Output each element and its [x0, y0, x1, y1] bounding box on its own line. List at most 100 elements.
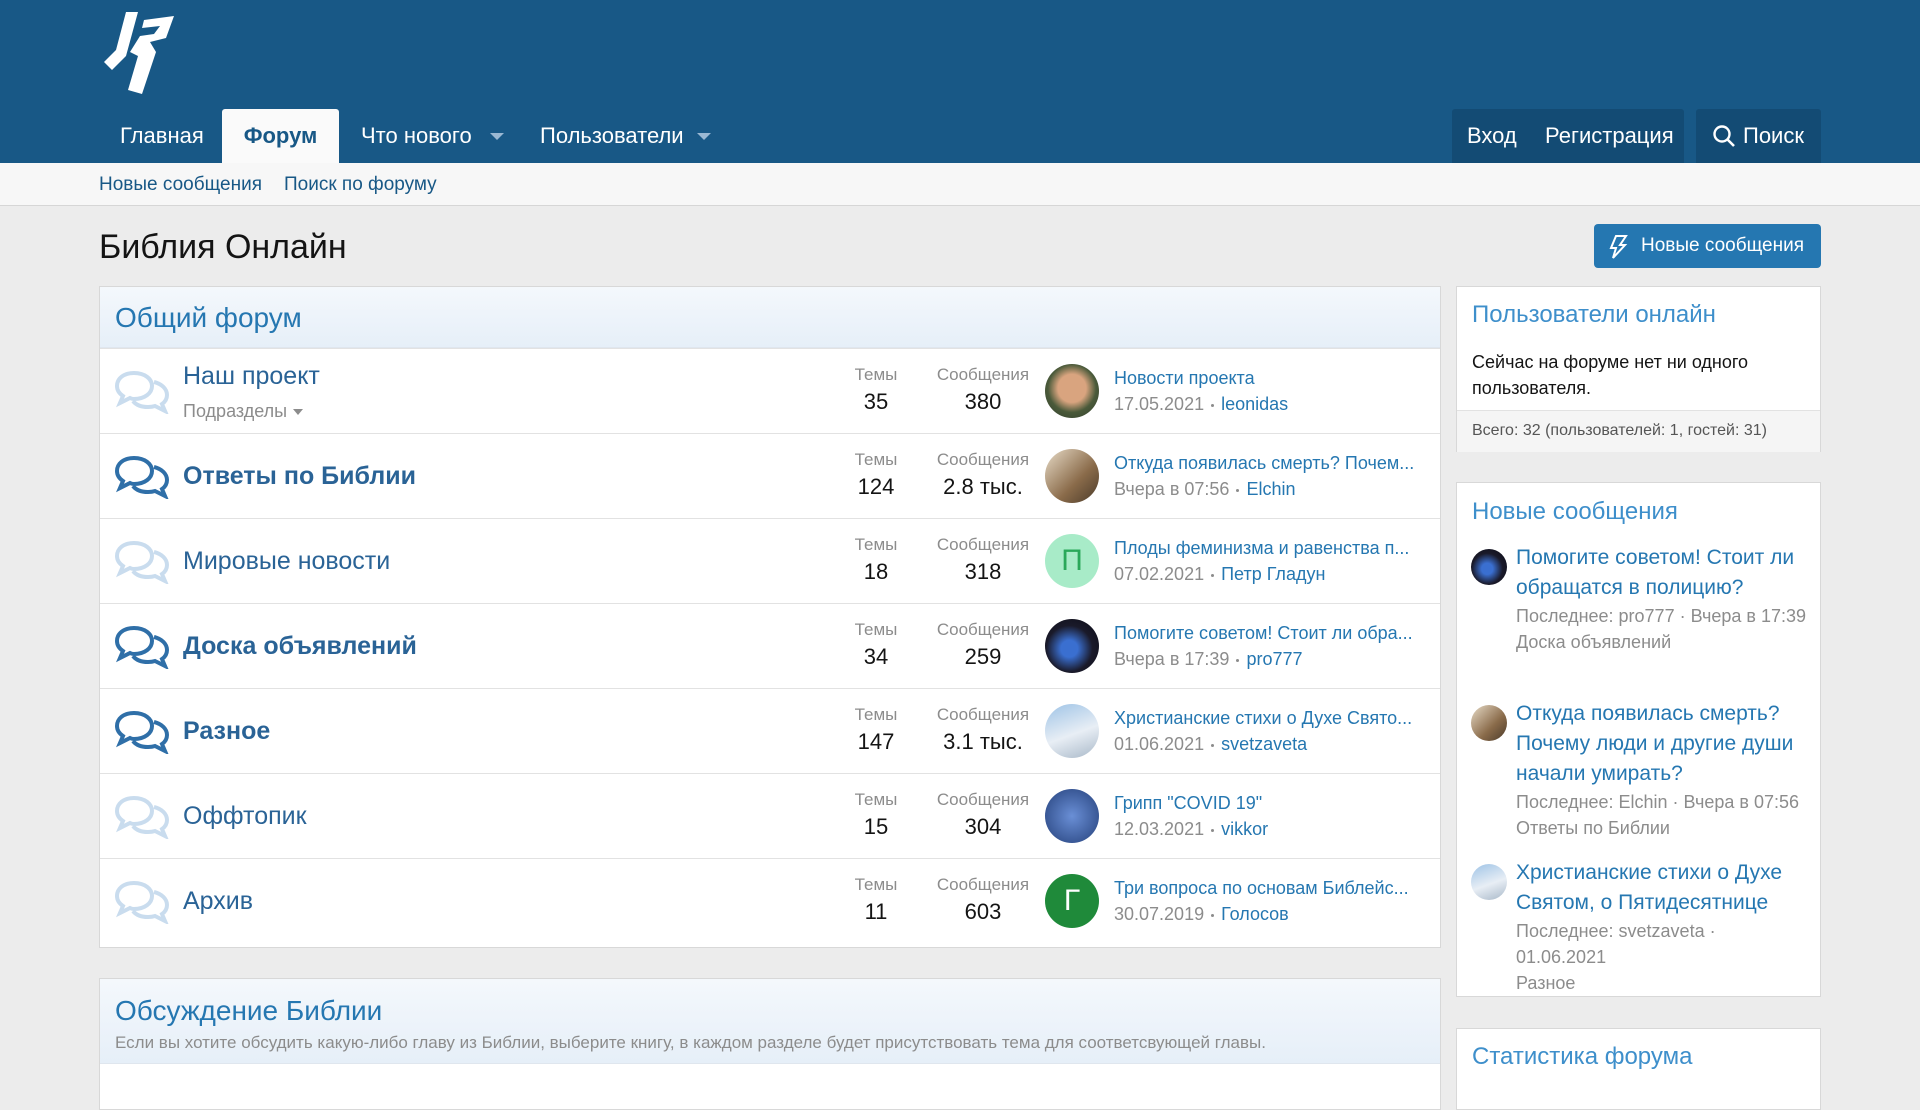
- last-post-user[interactable]: svetzaveta: [1221, 734, 1308, 754]
- forum-title[interactable]: Оффтопик: [183, 802, 307, 830]
- stat-value: 603: [964, 899, 1002, 924]
- new-posts-button[interactable]: Новые сообщения: [1594, 224, 1821, 268]
- last-post-title[interactable]: Грипп "COVID 19": [1114, 793, 1263, 813]
- last-post-title[interactable]: Христианские стихи о Духе Свято...: [1114, 708, 1413, 728]
- forum-title[interactable]: Мировые новости: [183, 547, 391, 575]
- new-post-item: Помогите советом! Стоит ли обращатся в п…: [1457, 543, 1820, 655]
- avatar[interactable]: П: [1045, 534, 1099, 588]
- forum-row: Ответы по Библии Темы 124 Сообщения 2.8 тыс.…: [100, 433, 1440, 519]
- last-post-title[interactable]: Помогите советом! Стоит ли обра...: [1114, 623, 1413, 643]
- stats-widget: Статистика форума: [1456, 1028, 1821, 1110]
- chat-icon: [114, 880, 170, 926]
- chat-icon: [114, 370, 170, 416]
- chat-icon: [114, 795, 170, 841]
- nav-active-tab[interactable]: Форум: [222, 109, 339, 163]
- nav-link[interactable]: Пользователи: [540, 123, 684, 148]
- new-post-title[interactable]: Христианские стихи о Духе Святом, о Пяти…: [1516, 861, 1783, 914]
- nav-link[interactable]: Главная: [120, 123, 204, 148]
- last-post-title[interactable]: Три вопроса по основам Библейс...: [1114, 878, 1409, 898]
- last-post-meta: 01.06.2021 svetzaveta: [1114, 734, 1307, 755]
- subnav-link[interactable]: Поиск по форуму: [284, 174, 437, 195]
- search-link[interactable]: Поиск: [1743, 123, 1804, 148]
- nav-link[interactable]: Форум: [243, 123, 318, 148]
- last-post-meta: Вчера в 17:39 pro777: [1114, 649, 1303, 670]
- new-post-title[interactable]: Помогите советом! Стоит ли обращатся в п…: [1516, 546, 1795, 599]
- stat-label: Темы: [854, 365, 898, 384]
- stat-label: Сообщения: [936, 790, 1030, 809]
- category-header: Общий форум: [100, 287, 1440, 348]
- avatar[interactable]: [1471, 864, 1507, 900]
- separator-dot: [1211, 573, 1215, 577]
- search-box[interactable]: [1696, 109, 1821, 163]
- stat-value: 380: [964, 389, 1002, 414]
- last-post-meta: 30.07.2019 Голосов: [1114, 904, 1289, 925]
- nav-caret[interactable]: [697, 133, 711, 140]
- forum-icon: [114, 795, 170, 844]
- last-post-meta: 12.03.2021 vikkor: [1114, 819, 1268, 840]
- new-post-item: Откуда появилась смерть? Почему люди и д…: [1457, 699, 1820, 841]
- search-icon[interactable]: [1712, 124, 1736, 148]
- avatar[interactable]: [1045, 449, 1099, 503]
- widget-title[interactable]: Статистика форума: [1472, 1043, 1693, 1070]
- avatar[interactable]: [1045, 619, 1099, 673]
- subnav: Новые сообщения Поиск по форуму: [0, 163, 1920, 206]
- last-post-user[interactable]: Голосов: [1221, 904, 1289, 924]
- avatar[interactable]: [1471, 705, 1507, 741]
- last-post-title[interactable]: Откуда появилась смерть? Почем...: [1114, 453, 1415, 473]
- stat-label: Сообщения: [936, 365, 1030, 384]
- new-post-forum[interactable]: Ответы по Библии: [1516, 818, 1670, 838]
- nav-link[interactable]: Что нового: [361, 123, 472, 148]
- forum-row: Архив Темы 11 Сообщения 603 Г Три вопроса по о…: [100, 858, 1440, 944]
- avatar[interactable]: [1045, 364, 1099, 418]
- last-post-title[interactable]: Новости проекта: [1114, 368, 1255, 388]
- logo[interactable]: [104, 12, 180, 94]
- separator-dot: [1211, 913, 1215, 917]
- stat-value: 147: [857, 729, 895, 754]
- forum-icon: [114, 370, 170, 419]
- button-label[interactable]: Новые сообщения: [1641, 235, 1804, 256]
- forum-title[interactable]: Ответы по Библии: [183, 462, 416, 490]
- avatar[interactable]: Г: [1045, 874, 1099, 928]
- last-post-user[interactable]: vikkor: [1221, 819, 1269, 839]
- new-post-forum[interactable]: Доска объявлений: [1516, 632, 1672, 652]
- subnav-link[interactable]: Новые сообщения: [99, 174, 262, 195]
- login-link[interactable]: Вход: [1467, 123, 1517, 148]
- nav-caret[interactable]: [490, 133, 504, 140]
- avatar[interactable]: [1471, 549, 1507, 585]
- category-header: Обсуждение Библии Если вы хотите обсудит…: [100, 979, 1440, 1064]
- last-post-user[interactable]: Elchin: [1246, 479, 1296, 499]
- subforums-toggle[interactable]: Подразделы: [183, 401, 304, 422]
- category-title[interactable]: Обсуждение Библии: [115, 995, 383, 1026]
- forum-icon: [114, 540, 170, 589]
- category-title[interactable]: Общий форум: [115, 302, 302, 333]
- separator-dot: [1236, 488, 1240, 492]
- last-post-title[interactable]: Плоды феминизма и равенства п...: [1114, 538, 1410, 558]
- avatar[interactable]: [1045, 704, 1099, 758]
- new-post-title[interactable]: Откуда появилась смерть? Почему люди и д…: [1516, 702, 1794, 785]
- widget-footer: Всего: 32 (пользователей: 1, гостей: 31): [1457, 410, 1820, 452]
- widget-title[interactable]: Пользователи онлайн: [1472, 301, 1716, 328]
- last-post-user[interactable]: pro777: [1246, 649, 1303, 669]
- forum-title[interactable]: Наш проект: [183, 362, 320, 390]
- forum-icon: [114, 710, 170, 759]
- forum-category: Общий форум Наш проект Подразделы Темы 35 Со…: [99, 286, 1441, 948]
- separator-dot: [1211, 828, 1215, 832]
- avatar[interactable]: [1045, 789, 1099, 843]
- widget-title[interactable]: Новые сообщения: [1472, 498, 1678, 525]
- last-post-user[interactable]: leonidas: [1221, 394, 1289, 414]
- subforums-label[interactable]: Подразделы: [183, 401, 288, 421]
- forum-title[interactable]: Разное: [183, 717, 271, 745]
- last-post-user[interactable]: Петр Гладун: [1221, 564, 1326, 584]
- stat-label: Темы: [854, 620, 898, 639]
- page-title: Библия Онлайн: [99, 228, 347, 266]
- stat-value: 2.8 тыс.: [943, 474, 1023, 499]
- separator-dot: [1236, 658, 1240, 662]
- forum-title[interactable]: Архив: [183, 887, 254, 915]
- subforums-caret[interactable]: [293, 409, 304, 416]
- forum-row: Доска объявлений Темы 34 Сообщения 259 Помоги…: [100, 603, 1440, 689]
- new-post-meta: Последнее: Elchin · Вчера в 07:56: [1516, 792, 1799, 812]
- new-post-forum[interactable]: Разное: [1516, 973, 1576, 993]
- forum-title[interactable]: Доска объявлений: [183, 632, 417, 660]
- register-link[interactable]: Регистрация: [1545, 123, 1674, 148]
